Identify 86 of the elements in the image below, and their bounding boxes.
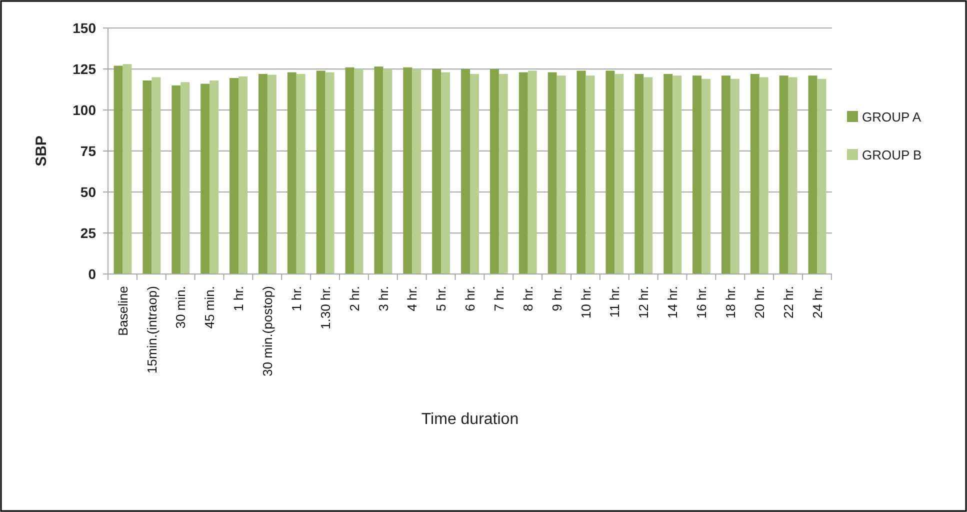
x-tick-label: 1.30 hr. (318, 286, 333, 330)
x-axis-title: Time duration (421, 411, 519, 428)
bar (354, 69, 364, 274)
y-tick-label: 25 (80, 224, 96, 241)
bar (759, 77, 768, 274)
bar (325, 72, 334, 274)
x-tick-label: 1 hr. (231, 286, 246, 312)
y-tick-label: 0 (88, 266, 96, 282)
bar (750, 74, 760, 274)
bar (114, 66, 123, 274)
x-tick-label: 7 hr. (491, 286, 506, 312)
bar (441, 72, 450, 274)
x-tick-label: 15min.(intraop) (144, 286, 160, 374)
x-tick-label: 12 hr. (636, 286, 652, 319)
bar (316, 70, 326, 274)
x-tick-label: 30 min.(postop) (260, 286, 275, 376)
x-tick-label: 20 hr. (752, 286, 767, 319)
bar (210, 80, 219, 274)
bar (412, 69, 422, 274)
x-tick-label: 11 hr. (607, 286, 622, 318)
x-tick-label: 10 hr. (578, 286, 594, 319)
bar (287, 72, 296, 274)
x-tick-label: 16 hr. (694, 286, 710, 319)
bar (258, 74, 268, 274)
bar (172, 85, 181, 274)
bar (296, 74, 306, 274)
y-axis-title: SBP (33, 136, 50, 166)
x-tick-label: 9 hr. (549, 286, 564, 312)
bar (374, 66, 384, 274)
x-tick-label: 22 hr. (780, 286, 796, 319)
bar (152, 77, 161, 274)
x-tick-label: 3 hr. (376, 286, 391, 312)
x-tick-label: Baseline (115, 286, 130, 336)
bar (548, 72, 557, 274)
bar (586, 76, 595, 274)
bar (614, 74, 624, 274)
y-tick-label: 150 (72, 20, 96, 36)
bar (576, 70, 586, 274)
x-tick-label: 5 hr. (434, 286, 449, 312)
x-tick-label: 1 hr. (288, 286, 304, 312)
bar (788, 77, 798, 274)
bar (634, 74, 644, 274)
y-tick-label: 50 (80, 184, 96, 200)
y-tick-label: 100 (72, 102, 96, 118)
x-tick-label: 6 hr. (462, 286, 478, 312)
bar (817, 78, 826, 274)
x-tick-label: 24 hr. (810, 286, 825, 319)
bar (461, 69, 470, 274)
bar (644, 77, 653, 274)
bar (556, 76, 566, 274)
bar (779, 76, 788, 274)
legend-label: GROUP B (862, 148, 922, 163)
x-tick-label: 30 min. (173, 286, 188, 329)
bar (664, 74, 673, 274)
bar (200, 84, 210, 274)
bar (122, 64, 132, 274)
bar (142, 80, 152, 274)
bar (701, 78, 710, 274)
bar (721, 76, 730, 274)
bar (230, 78, 239, 274)
bar (267, 74, 276, 274)
x-tick-label: 2 hr. (346, 286, 362, 312)
bar (403, 67, 412, 274)
bar (528, 70, 537, 274)
bar (470, 74, 479, 274)
legend-label: GROUP A (862, 110, 922, 125)
x-tick-label: 45 min. (202, 286, 218, 329)
bar (432, 69, 442, 274)
x-tick-label: 4 hr. (404, 286, 420, 312)
bar (345, 67, 354, 274)
bar (606, 70, 615, 274)
x-tick-label: 8 hr. (520, 286, 536, 312)
bar (490, 69, 499, 274)
x-tick-label: 14 hr. (665, 286, 680, 319)
bar (730, 78, 740, 274)
bar (808, 76, 818, 274)
bar (180, 82, 190, 274)
x-tick-label: 18 hr. (722, 286, 738, 319)
bar (692, 76, 702, 274)
y-tick-label: 125 (72, 60, 96, 77)
bar (238, 76, 248, 274)
bar (518, 72, 528, 274)
bar (498, 74, 508, 274)
bar (383, 69, 392, 274)
bar (672, 76, 682, 274)
y-tick-label: 75 (80, 142, 96, 159)
